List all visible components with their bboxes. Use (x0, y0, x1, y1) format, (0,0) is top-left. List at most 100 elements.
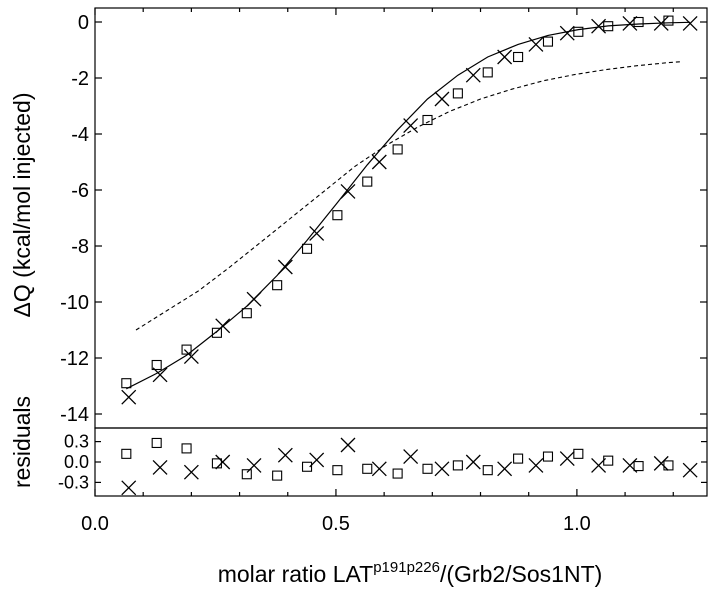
x-axis-title: molar ratio LATp191p226/(Grb2/Sos1NT) (218, 559, 603, 587)
square-marker (362, 176, 373, 187)
square-marker (211, 327, 222, 338)
x-tick-label: 0.0 (81, 513, 109, 535)
residual-x-marker (653, 455, 669, 471)
square-marker (181, 344, 192, 355)
square-marker (301, 243, 313, 254)
square-marker (332, 210, 343, 221)
residual-x-marker (591, 457, 607, 473)
x-marker (183, 349, 199, 365)
x-tick-label: 0.5 (322, 513, 350, 535)
x-marker (528, 36, 544, 52)
residual-x-marker (682, 462, 698, 478)
residual-x-marker (559, 451, 575, 467)
x-marker (371, 154, 387, 170)
x-marker (559, 25, 575, 41)
residual-square-marker (272, 470, 283, 481)
residual-square-marker (452, 460, 463, 471)
residual-tick-label: 0.0 (64, 452, 89, 472)
square-marker (272, 280, 283, 291)
x-marker (403, 118, 419, 134)
residual-x-marker (465, 454, 481, 470)
x-marker (215, 318, 231, 334)
residual-square-marker (301, 461, 313, 472)
x-marker (465, 67, 481, 83)
x-marker (309, 225, 325, 241)
residuals-axis-title: residuals (9, 396, 35, 488)
square-marker (663, 15, 674, 26)
square-marker (151, 359, 162, 371)
x-axis-ticks: 0.0 0.5 1.0 (81, 8, 674, 535)
residual-y-axis-ticks: 0.30.0-0.3 (58, 432, 707, 492)
residual-x-marker (497, 461, 513, 477)
residual-square-marker (482, 465, 493, 476)
y-tick-label: -6 (71, 180, 89, 202)
residual-x-marker (152, 459, 168, 475)
residual-tick-label: -0.3 (58, 472, 89, 492)
x-axis-title-main: molar ratio LAT (218, 561, 374, 587)
residual-x-marker (403, 449, 419, 465)
square-marker (633, 16, 644, 28)
x-marker (653, 15, 669, 31)
dashed-curve (135, 61, 681, 331)
residual-x-marker (434, 461, 450, 477)
fit-curve (126, 21, 691, 390)
x-marker (277, 259, 293, 275)
y-tick-label: -4 (71, 124, 89, 146)
square-marker (573, 26, 584, 37)
residual-x-marker (528, 457, 544, 473)
square-marker (121, 378, 132, 389)
x-tick-label: 1.0 (563, 513, 591, 535)
residual-x-marker (246, 457, 262, 473)
residual-square-marker (603, 455, 614, 466)
x-marker (591, 18, 607, 34)
residual-square-marker (332, 465, 343, 476)
x-axis-title-tail: /(Grb2/Sos1NT) (440, 561, 602, 587)
fit-curves (126, 21, 691, 390)
x-marker (340, 183, 356, 199)
residual-square-marker (663, 460, 674, 471)
x-marker (622, 15, 638, 31)
residual-tick-label: 0.3 (64, 432, 89, 452)
residual-x-marker (277, 447, 293, 463)
y-tick-label: 0 (78, 12, 89, 34)
residual-square-marker (121, 448, 132, 459)
square-marker (542, 36, 554, 47)
residual-square-marker (362, 463, 373, 474)
residual-plot-frame (94, 427, 708, 497)
residual-square-marker (633, 461, 644, 472)
residual-square-marker (573, 448, 584, 459)
residual-square-marker (151, 437, 162, 449)
y-tick-label: -2 (71, 68, 89, 90)
y-tick-label: -12 (60, 348, 89, 370)
residual-x-marker (340, 437, 356, 453)
x-marker (152, 367, 168, 383)
x-marker (246, 291, 262, 307)
square-marker (513, 51, 524, 63)
square-marker (422, 114, 433, 126)
x-marker (434, 91, 450, 107)
data-markers (121, 15, 698, 405)
residual-square-marker (241, 469, 252, 480)
x-marker (121, 389, 137, 405)
main-plot-frame (94, 7, 708, 429)
main-y-axis-ticks: 0 -2 -4 -6 -8 -10 -12 -14 (60, 12, 707, 426)
residual-x-marker (183, 464, 199, 480)
y-tick-label: -10 (60, 292, 89, 314)
residual-square-marker (422, 463, 433, 474)
square-marker (452, 88, 463, 99)
residual-x-marker (215, 454, 231, 470)
square-marker (603, 21, 614, 32)
square-marker (482, 67, 493, 78)
residual-square-marker (513, 453, 524, 464)
residual-square-marker (392, 468, 403, 479)
square-marker (392, 144, 403, 155)
residual-x-marker (309, 452, 325, 468)
residual-markers (121, 437, 698, 496)
y-axis-title: ΔQ (kcal/mol injected) (9, 93, 35, 318)
x-marker (682, 15, 698, 31)
residual-x-marker (371, 461, 387, 477)
residual-x-marker (622, 457, 638, 473)
x-axis-title-superscript: p191p226 (373, 559, 440, 576)
x-marker (497, 49, 513, 65)
